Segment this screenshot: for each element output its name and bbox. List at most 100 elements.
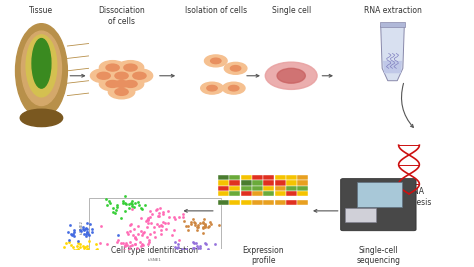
- Point: [146, 209, 154, 213]
- Point: [178, 249, 185, 253]
- Circle shape: [222, 82, 245, 94]
- Bar: [286, 201, 297, 205]
- Circle shape: [207, 85, 217, 91]
- Text: cDNA
senthesis: cDNA senthesis: [395, 187, 432, 207]
- Point: [160, 210, 167, 214]
- Text: RNA extraction: RNA extraction: [364, 6, 421, 15]
- Point: [65, 239, 73, 244]
- Bar: [264, 186, 274, 191]
- Circle shape: [109, 85, 135, 99]
- Point: [196, 244, 204, 248]
- Point: [64, 230, 72, 234]
- Point: [73, 244, 81, 248]
- Circle shape: [100, 77, 126, 91]
- Point: [84, 232, 91, 236]
- Point: [73, 248, 80, 252]
- Point: [201, 222, 209, 227]
- Bar: [264, 191, 274, 197]
- Point: [178, 246, 186, 251]
- Point: [69, 245, 76, 249]
- Point: [114, 238, 121, 243]
- Point: [199, 226, 206, 230]
- Point: [191, 257, 199, 261]
- Point: [190, 246, 197, 251]
- Circle shape: [115, 80, 128, 87]
- Point: [191, 220, 198, 224]
- Circle shape: [201, 82, 223, 94]
- Point: [193, 225, 201, 229]
- Point: [68, 232, 75, 236]
- Point: [62, 241, 70, 245]
- Point: [103, 242, 111, 246]
- Point: [131, 242, 139, 246]
- Bar: [229, 175, 240, 180]
- Point: [68, 243, 75, 248]
- Bar: [252, 191, 263, 197]
- Bar: [297, 180, 308, 186]
- Point: [145, 242, 152, 246]
- Point: [127, 222, 134, 226]
- Point: [201, 241, 209, 245]
- Point: [61, 245, 68, 250]
- Point: [91, 248, 99, 252]
- Point: [205, 224, 213, 228]
- Point: [82, 226, 90, 231]
- Bar: [264, 175, 274, 180]
- Point: [188, 248, 196, 253]
- Point: [127, 240, 134, 245]
- Point: [126, 223, 134, 228]
- Bar: [241, 191, 252, 197]
- Point: [70, 232, 77, 236]
- Point: [180, 219, 188, 223]
- Point: [143, 219, 150, 223]
- Ellipse shape: [26, 35, 57, 97]
- Text: t-SNE2: t-SNE2: [80, 220, 83, 234]
- Point: [145, 240, 153, 244]
- Point: [194, 246, 201, 250]
- Point: [70, 234, 78, 238]
- Point: [134, 231, 141, 236]
- Point: [189, 239, 196, 244]
- Bar: [218, 186, 229, 191]
- Point: [121, 201, 129, 205]
- Point: [76, 242, 83, 246]
- Point: [140, 230, 148, 234]
- Point: [137, 215, 145, 220]
- Bar: [275, 191, 285, 197]
- Point: [187, 222, 194, 226]
- Point: [83, 244, 91, 248]
- Point: [121, 255, 128, 259]
- Point: [182, 248, 190, 252]
- Point: [109, 206, 117, 210]
- Point: [165, 215, 173, 219]
- Bar: [252, 201, 263, 205]
- Point: [121, 242, 129, 247]
- Point: [93, 247, 100, 252]
- Point: [70, 230, 78, 234]
- Circle shape: [100, 61, 126, 74]
- Point: [159, 211, 167, 216]
- Point: [128, 202, 136, 206]
- Point: [171, 245, 178, 249]
- Point: [176, 215, 183, 219]
- Point: [109, 210, 117, 214]
- Point: [144, 217, 151, 222]
- Point: [191, 223, 199, 227]
- Point: [117, 215, 125, 220]
- Circle shape: [228, 85, 239, 91]
- Point: [154, 206, 161, 211]
- Point: [201, 225, 209, 229]
- Point: [119, 199, 127, 203]
- Bar: [286, 191, 297, 197]
- Point: [112, 208, 119, 212]
- Point: [144, 218, 151, 222]
- Point: [144, 218, 152, 222]
- Point: [113, 203, 120, 207]
- Point: [79, 227, 86, 231]
- Text: Dissociation
of cells: Dissociation of cells: [98, 6, 145, 26]
- Point: [179, 212, 187, 217]
- Point: [68, 233, 76, 237]
- Circle shape: [210, 58, 221, 64]
- Point: [139, 231, 147, 235]
- Point: [84, 246, 92, 251]
